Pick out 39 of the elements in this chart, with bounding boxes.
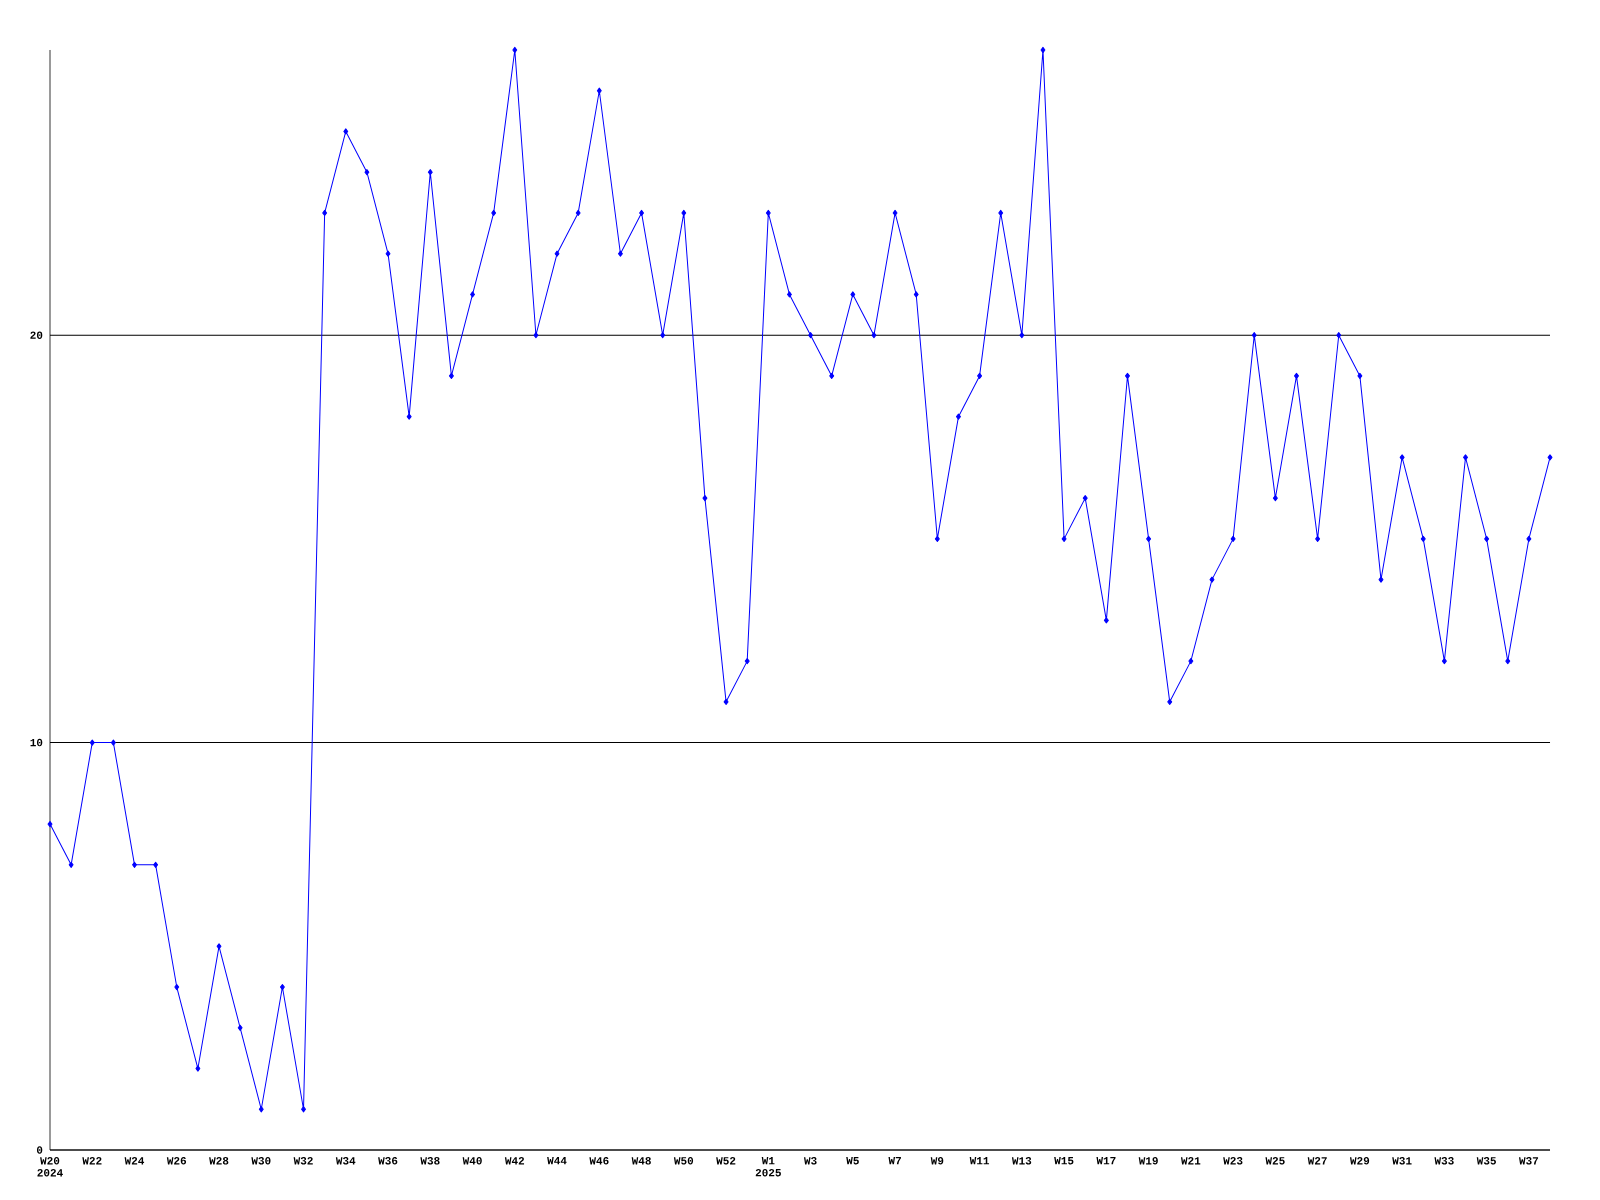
x-tick-label: W20 2024 — [37, 1157, 63, 1177]
x-tick-label: W42 — [504, 1157, 525, 1165]
x-tick-label: W50 — [673, 1157, 694, 1165]
x-tick-label: W23 — [1223, 1157, 1243, 1165]
x-tick-label: W17 — [1096, 1157, 1116, 1165]
x-tick-label: W31 — [1392, 1157, 1412, 1165]
x-tick-label: W19 — [1138, 1157, 1158, 1165]
x-tick-label: W52 — [716, 1157, 736, 1165]
x-tick-label: W15 — [1054, 1157, 1074, 1165]
x-tick-label: W9 — [930, 1157, 944, 1165]
y-tick-label: 20 — [30, 331, 43, 339]
x-tick-label: W37 — [1518, 1157, 1539, 1165]
x-tick-label: W28 — [209, 1157, 229, 1165]
x-tick-label: W35 — [1476, 1157, 1496, 1165]
x-tick-label: W34 — [335, 1157, 356, 1165]
x-tick-label: W40 — [462, 1157, 482, 1165]
x-tick-label: W1 2025 — [755, 1157, 781, 1177]
x-tick-label: W27 — [1307, 1157, 1327, 1165]
x-tick-label: W46 — [589, 1157, 609, 1165]
x-tick-label: W7 — [888, 1157, 901, 1165]
x-tick-label: W29 — [1349, 1157, 1370, 1165]
y-tick-label: 0 — [36, 1146, 43, 1154]
x-tick-label: W22 — [82, 1157, 102, 1165]
x-tick-label: W25 — [1265, 1157, 1285, 1165]
x-tick-label: W13 — [1011, 1157, 1032, 1165]
x-tick-label: W26 — [166, 1157, 187, 1165]
x-tick-label: W24 — [124, 1157, 145, 1165]
y-tick-label: 10 — [30, 738, 43, 747]
x-tick-label: W3 — [803, 1157, 817, 1165]
x-tick-label: W48 — [631, 1157, 651, 1165]
x-tick-label: W32 — [293, 1157, 313, 1165]
x-tick-label: W38 — [420, 1157, 440, 1165]
x-tick-label: W30 — [251, 1157, 271, 1165]
x-tick-label: W44 — [547, 1157, 567, 1165]
x-tick-label: W11 — [969, 1157, 990, 1165]
x-tick-label: W5 — [846, 1157, 859, 1165]
x-tick-label: W36 — [378, 1157, 398, 1165]
x-tick-label: W33 — [1434, 1157, 1454, 1165]
x-tick-label: W21 — [1180, 1157, 1201, 1165]
